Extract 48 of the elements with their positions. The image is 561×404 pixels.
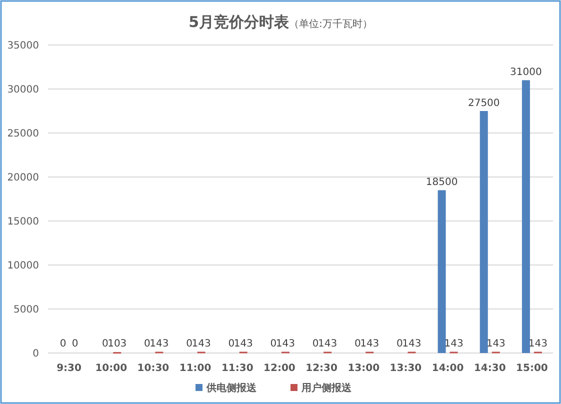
bar <box>522 80 530 353</box>
data-label: 0 <box>312 338 319 350</box>
x-tick-label: 10:30 <box>137 363 170 374</box>
data-label: 143 <box>234 338 253 350</box>
data-label: 143 <box>150 338 169 350</box>
data-label: 0 <box>60 338 66 350</box>
bar <box>438 190 446 353</box>
data-label: 143 <box>192 338 211 350</box>
data-label: 0 <box>270 338 277 350</box>
y-tick-label: 30000 <box>7 84 39 96</box>
data-label: 103 <box>108 338 127 350</box>
data-label: 143 <box>318 338 338 350</box>
data-label: 143 <box>360 338 380 350</box>
x-tick-label: 12:30 <box>306 363 338 374</box>
y-tick-label: 25000 <box>7 128 39 140</box>
data-label: 143 <box>276 338 296 350</box>
legend-label: 供电侧报送 <box>206 382 258 394</box>
data-label: 0 <box>102 338 108 350</box>
x-tick-label: 15:00 <box>516 363 548 374</box>
x-tick-label: 14:30 <box>474 363 506 374</box>
x-tick-label: 9:30 <box>56 363 82 374</box>
chart-subtitle: （单位:万千瓦时） <box>289 18 372 30</box>
x-tick-label: 14:00 <box>432 363 464 374</box>
x-tick-label: 12:00 <box>264 363 296 374</box>
y-tick-label: 35000 <box>7 40 39 52</box>
bar <box>480 111 488 353</box>
data-label: 0 <box>144 338 150 350</box>
y-tick-label: 15000 <box>7 216 39 228</box>
data-label: 0 <box>228 338 235 350</box>
x-tick-label: 13:00 <box>348 363 380 374</box>
x-tick-label: 13:30 <box>390 363 422 374</box>
x-tick-label: 10:00 <box>95 363 128 374</box>
data-label: 0 <box>354 338 361 350</box>
data-label: 143 <box>402 338 422 350</box>
chart-title: 5月竞价分时表 <box>188 13 290 31</box>
data-label: 27500 <box>468 98 500 109</box>
y-tick-label: 10000 <box>7 260 39 272</box>
y-tick-label: 5000 <box>14 304 39 316</box>
data-label: 0 <box>396 338 403 350</box>
x-tick-label: 11:30 <box>221 363 254 374</box>
y-tick-label: 20000 <box>7 172 39 184</box>
data-label: 0 <box>186 338 192 350</box>
y-tick-label: 0 <box>32 348 39 360</box>
data-label: 0 <box>72 338 78 350</box>
x-tick-label: 11:00 <box>179 363 212 374</box>
data-label: 31000 <box>510 67 542 78</box>
data-label: 18500 <box>426 177 458 188</box>
legend-label: 用户侧报送 <box>300 382 352 394</box>
